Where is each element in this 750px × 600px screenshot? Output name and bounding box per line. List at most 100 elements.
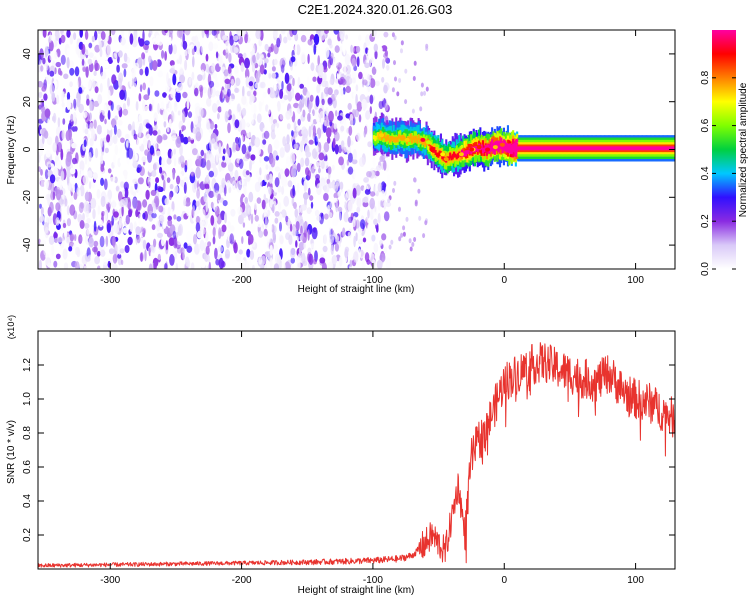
- spectrogram-noise-cell: [164, 51, 168, 61]
- spectrogram-noise-cell: [176, 238, 183, 245]
- spectrogram-noise-cell: [201, 209, 206, 221]
- spectrogram-noise-cell: [308, 103, 312, 114]
- spectrogram-noise-cell: [264, 43, 269, 51]
- spectrogram-noise-cell: [345, 189, 352, 199]
- spectrogram-y-tick-label: 20: [22, 96, 33, 108]
- spectrogram-signal-cell: [416, 138, 419, 144]
- spectrogram-signal-cell: [442, 156, 445, 161]
- spectrogram-signal-cell: [527, 146, 530, 151]
- spectrogram-noise-cell: [192, 181, 197, 193]
- spectrogram-noise-cell: [164, 30, 168, 34]
- spectrogram-noise-cell: [327, 38, 332, 46]
- spectrogram-noise-cell: [158, 156, 162, 166]
- spectrogram-noise-cell: [310, 211, 314, 219]
- spectrogram-noise-cell: [315, 95, 320, 107]
- spectrogram-noise-cell: [319, 212, 324, 225]
- spectrogram-noise-cell: [145, 189, 150, 200]
- spectrogram-signal-cell: [483, 147, 486, 152]
- spectrogram-noise-cell: [358, 114, 362, 123]
- spectrogram-noise-cell: [38, 259, 42, 269]
- spectrogram-noise-cell: [190, 262, 195, 269]
- spectrogram-noise-cell: [302, 109, 306, 118]
- spectrogram-noise-cell: [66, 91, 71, 101]
- spectrogram-signal-cell: [524, 146, 527, 151]
- spectrogram-noise-cell: [334, 45, 340, 53]
- spectrogram-noise-cell: [378, 46, 383, 53]
- spectrogram-noise-cell: [79, 30, 83, 38]
- spectrogram-signal-cell: [671, 146, 674, 151]
- spectrogram-noise-cell: [294, 43, 298, 55]
- spectrogram-noise-cell: [148, 103, 152, 112]
- spectrogram-noise-cell: [125, 140, 129, 148]
- spectrogram-noise-cell: [263, 58, 269, 64]
- spectrogram-noise-cell: [310, 166, 315, 178]
- spectrogram-noise-cell: [333, 184, 339, 192]
- spectrogram-signal-cell: [631, 146, 634, 151]
- spectrogram-noise-cell: [114, 115, 118, 121]
- spectrogram-noise-cell: [84, 154, 88, 165]
- spectrogram-noise-cell: [301, 252, 306, 265]
- spectrogram-noise-cell: [408, 238, 412, 244]
- spectrogram-noise-cell: [313, 43, 317, 55]
- spectrogram-noise-cell: [324, 30, 329, 34]
- spectrogram-signal-cell: [487, 144, 490, 150]
- spectrogram-noise-cell: [55, 202, 61, 212]
- spectrogram-noise-cell: [241, 134, 244, 143]
- spectrogram-noise-cell: [271, 66, 276, 72]
- spectrogram-noise-cell: [92, 246, 98, 253]
- spectrogram-noise-cell: [256, 113, 262, 123]
- spectrogram-signal-cell: [584, 146, 587, 151]
- spectrogram-noise-cell: [84, 222, 90, 229]
- spectrogram-noise-cell: [148, 55, 152, 64]
- spectrogram-noise-cell: [383, 31, 389, 38]
- spectrogram-noise-cell: [165, 240, 169, 251]
- colorbar-label: Normalized spectral amplitude: [738, 82, 749, 217]
- spectrogram-noise-cell: [117, 253, 122, 259]
- spectrogram-signal-cell: [617, 146, 620, 151]
- spectrogram-noise-cell: [357, 232, 363, 244]
- spectrogram-noise-cell: [161, 237, 165, 247]
- spectrogram-signal-cell: [450, 155, 453, 161]
- spectrogram-noise-cell: [43, 247, 46, 256]
- spectrogram-noise-cell: [155, 34, 161, 46]
- spectrogram-noise-cell: [40, 169, 43, 176]
- spectrogram-noise-cell: [328, 212, 333, 218]
- spectrogram-noise-cell: [194, 87, 199, 97]
- snr-x-tick-label: -200: [232, 575, 252, 586]
- spectrogram-noise-cell: [193, 234, 197, 245]
- spectrogram-noise-cell: [200, 42, 205, 54]
- spectrogram-noise-cell: [235, 180, 242, 193]
- spectrogram-signal-cell: [625, 146, 628, 151]
- spectrogram-noise-cell: [424, 220, 428, 226]
- spectrogram-noise-cell: [269, 92, 276, 99]
- spectrogram-noise-cell: [279, 235, 284, 245]
- spectrogram-noise-cell: [335, 110, 338, 117]
- spectrogram-noise-cell: [267, 106, 271, 115]
- spectrogram-noise-cell: [335, 200, 339, 213]
- spectrogram-noise-cell: [270, 129, 276, 140]
- spectrogram-noise-cell: [154, 124, 158, 131]
- spectrogram-signal-cell: [550, 146, 553, 151]
- spectrogram-noise-cell: [56, 94, 60, 105]
- spectrogram-signal-cell: [405, 140, 408, 145]
- spectrogram-noise-cell: [355, 232, 358, 242]
- spectrogram-noise-cell: [296, 44, 301, 56]
- spectrogram-noise-cell: [52, 115, 56, 122]
- spectrogram-noise-cell: [129, 222, 134, 233]
- spectrogram-noise-cell: [309, 195, 314, 201]
- spectrogram-noise-cell: [86, 217, 91, 224]
- spectrogram-noise-cell: [71, 142, 77, 149]
- spectrogram-noise-cell: [130, 185, 134, 195]
- spectrogram-noise-cell: [199, 239, 205, 252]
- spectrogram-noise-cell: [303, 181, 307, 193]
- spectrogram-noise-cell: [165, 95, 169, 104]
- spectrogram-noise-cell: [425, 86, 429, 92]
- spectrogram-noise-cell: [369, 78, 376, 89]
- spectrogram-noise-cell: [224, 249, 231, 259]
- spectrogram-noise-cell: [170, 110, 175, 123]
- spectrogram-noise-cell: [222, 35, 228, 41]
- spectrogram-noise-cell: [248, 234, 254, 245]
- spectrogram-signal-cell: [508, 146, 511, 152]
- spectrogram-noise-cell: [75, 79, 79, 91]
